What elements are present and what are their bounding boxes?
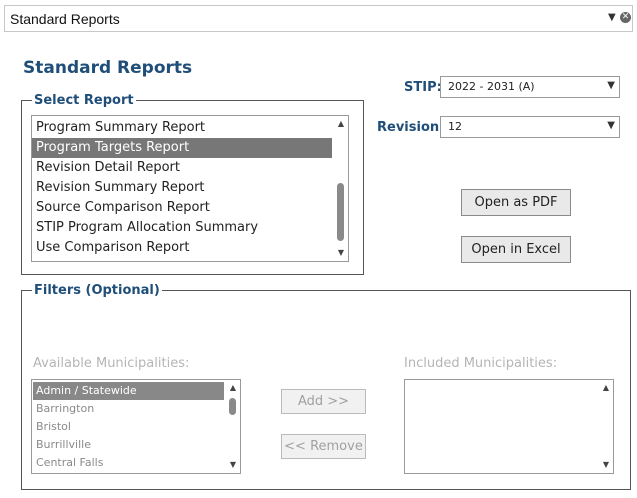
page-title: Standard Reports [23, 58, 193, 78]
list-item[interactable]: Source Comparison Report [36, 200, 210, 215]
scroll-up-icon[interactable]: ▲ [602, 383, 610, 392]
chevron-down-icon[interactable]: ▼ [608, 12, 616, 23]
stip-value: 2022 - 2031 (A) [448, 80, 535, 93]
list-item[interactable]: Central Falls [36, 456, 104, 469]
filters-group: Filters (Optional) [21, 283, 631, 490]
list-item[interactable]: Barrington [36, 402, 95, 415]
stip-label: STIP: [404, 80, 442, 95]
scroll-down-icon[interactable]: ▼ [337, 248, 345, 257]
scroll-up-icon[interactable]: ▲ [337, 119, 345, 128]
list-item[interactable]: Program Summary Report [36, 120, 206, 135]
available-scrollbar[interactable]: ▲ ▼ [226, 380, 240, 473]
list-item[interactable]: Use Comparison Report [36, 240, 190, 255]
window-title: Standard Reports [10, 11, 120, 27]
select-report-legend: Select Report [34, 93, 134, 108]
revision-label: Revision: [377, 120, 445, 135]
available-municipalities-listbox[interactable]: Admin / Statewide Barrington Bristol Bur… [31, 379, 241, 474]
open-excel-button[interactable]: Open in Excel [461, 236, 571, 263]
scroll-down-icon[interactable]: ▼ [602, 460, 610, 469]
list-item[interactable]: Revision Detail Report [36, 160, 180, 175]
revision-select[interactable]: 12 ▼ [440, 116, 620, 138]
list-item-selected[interactable]: Admin / Statewide [33, 382, 224, 400]
chevron-down-icon: ▼ [607, 80, 615, 91]
filters-legend: Filters (Optional) [34, 283, 160, 298]
included-municipalities-label: Included Municipalities: [404, 356, 558, 371]
report-scrollbar[interactable]: ▲ ▼ [334, 116, 348, 261]
add-municipality-button[interactable]: Add >> [281, 389, 366, 414]
revision-value: 12 [448, 120, 462, 133]
list-item[interactable]: Burrillville [36, 438, 91, 451]
available-municipalities-label: Available Municipalities: [33, 356, 190, 371]
select-report-group: Select Report [21, 93, 364, 275]
list-item-selected[interactable]: Program Targets Report [32, 138, 332, 158]
report-listbox[interactable]: Program Summary Report Program Targets R… [31, 115, 349, 262]
scroll-up-icon[interactable]: ▲ [229, 383, 237, 392]
scroll-thumb[interactable] [229, 398, 236, 415]
window-title-bar[interactable]: Standard Reports ▼ ✕ [4, 5, 633, 32]
included-municipalities-listbox[interactable]: ▲ ▼ [404, 379, 614, 474]
open-pdf-button[interactable]: Open as PDF [461, 189, 571, 216]
scroll-thumb[interactable] [337, 183, 344, 241]
chevron-down-icon: ▼ [607, 120, 615, 131]
list-item[interactable]: Bristol [36, 420, 71, 433]
stip-select[interactable]: 2022 - 2031 (A) ▼ [440, 76, 620, 98]
close-icon[interactable]: ✕ [620, 12, 631, 23]
remove-municipality-button[interactable]: << Remove [281, 434, 366, 459]
included-scrollbar[interactable]: ▲ ▼ [599, 380, 613, 473]
list-item[interactable]: Revision Summary Report [36, 180, 205, 195]
scroll-down-icon[interactable]: ▼ [229, 460, 237, 469]
list-item[interactable]: STIP Program Allocation Summary [36, 220, 259, 235]
